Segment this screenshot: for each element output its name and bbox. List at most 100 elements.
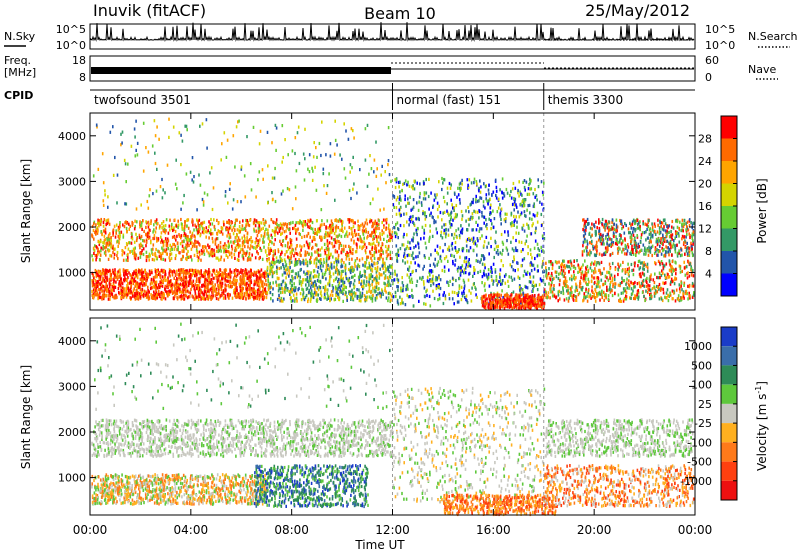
power-cell [527, 204, 529, 208]
power-cell [335, 286, 338, 291]
power-cell [374, 285, 376, 289]
power-cell [381, 242, 384, 246]
power-cell [353, 230, 356, 234]
power-cell [241, 282, 244, 286]
power-cell [349, 248, 352, 252]
power-cell [109, 276, 112, 281]
power-cell [374, 247, 376, 251]
power-cell [446, 209, 448, 213]
power-cell [407, 267, 409, 271]
power-cell [310, 260, 312, 264]
power-cell [362, 287, 364, 291]
power-cell [472, 241, 475, 245]
power-cell [438, 293, 441, 297]
power-cell [438, 297, 441, 301]
power-cell [359, 272, 361, 276]
power-cell [153, 258, 156, 262]
power-cell [146, 255, 149, 259]
power-cell [412, 295, 414, 299]
power-cell [541, 234, 544, 238]
power-cell [159, 224, 161, 228]
power-cell [275, 260, 278, 264]
power-cell [223, 258, 225, 262]
power-cell [269, 269, 272, 273]
power-cell [158, 254, 161, 258]
power-cell [348, 276, 351, 281]
power-cell [178, 251, 180, 255]
power-cell [479, 179, 481, 183]
power-cell [187, 226, 190, 230]
power-cell [299, 251, 301, 255]
power-cell [543, 270, 546, 274]
power-cell [321, 223, 323, 227]
power-cell [98, 242, 101, 247]
power-cell [217, 283, 219, 288]
power-cell [370, 233, 372, 237]
power-cell [474, 242, 477, 246]
power-cell [365, 218, 368, 222]
power-cell [128, 290, 130, 294]
power-cell [94, 254, 97, 258]
power-cell [97, 273, 99, 277]
power-cell [387, 227, 390, 231]
power-cell [451, 203, 453, 207]
power-cell [443, 257, 446, 261]
power-cell [402, 301, 404, 305]
power-cell [278, 293, 280, 297]
power-cell [301, 280, 304, 284]
power-cell [203, 293, 206, 297]
power-cell [271, 266, 273, 270]
power-cell [344, 265, 346, 269]
power-cell [357, 219, 359, 223]
power-cell [323, 260, 325, 264]
power-cell [523, 179, 526, 183]
power-cell [130, 285, 132, 289]
power-cell [278, 276, 280, 280]
power-cell [256, 244, 258, 249]
power-cell [180, 234, 183, 238]
power-cell [122, 223, 124, 227]
power-cell [151, 271, 153, 275]
power-cell [246, 250, 248, 254]
power-cell [515, 293, 517, 297]
power-cell [291, 247, 294, 251]
power-cell [274, 233, 276, 237]
power-cell [229, 281, 232, 285]
power-cell [104, 238, 106, 242]
power-cell [397, 288, 399, 292]
power-cell [356, 243, 358, 247]
power-cell [247, 220, 249, 225]
power-cell [434, 278, 437, 282]
power-cell [447, 228, 450, 232]
power-cell [501, 282, 503, 286]
power-cell [457, 249, 459, 254]
power-cell [227, 231, 230, 235]
power-cell [213, 286, 216, 290]
power-cell [327, 263, 329, 267]
power-cell [113, 286, 115, 290]
power-cell [439, 246, 441, 250]
power-cell [228, 293, 231, 297]
power-cell [242, 278, 244, 282]
power-cell [310, 286, 312, 290]
power-cell [365, 227, 367, 231]
power-cell [343, 261, 345, 265]
power-cell [167, 231, 170, 235]
power-cell [456, 300, 459, 304]
power-cell [134, 246, 136, 250]
power-cell [138, 282, 140, 286]
power-cell [356, 294, 358, 299]
power-cell [504, 300, 506, 304]
power-cell [321, 246, 323, 250]
power-cell [203, 275, 206, 279]
power-cell [304, 220, 307, 224]
power-cell [323, 235, 326, 239]
power-cell [329, 299, 331, 303]
power-cell [135, 254, 137, 258]
power-cell [371, 296, 374, 300]
power-cell [479, 227, 481, 231]
power-cell [465, 298, 467, 302]
power-cell [210, 294, 213, 298]
power-cell [105, 286, 107, 290]
power-cell [446, 280, 448, 284]
